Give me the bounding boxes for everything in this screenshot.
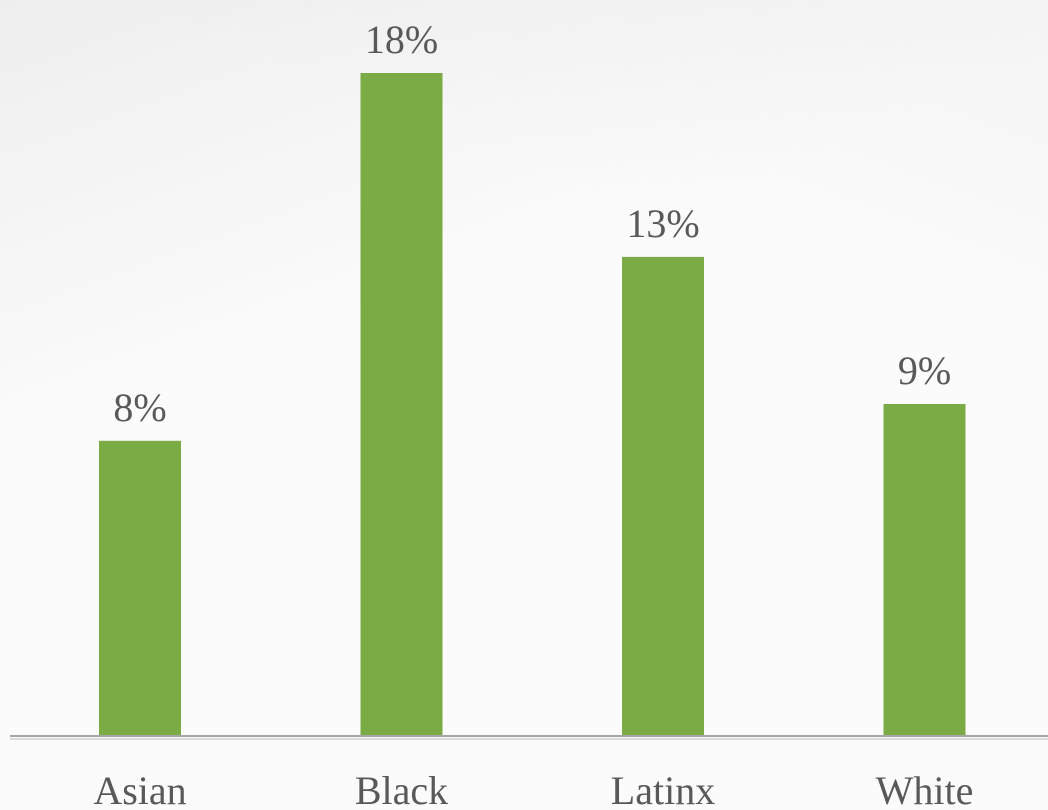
bars-group	[99, 73, 966, 735]
category-labels-group: Asian Black Latinx White	[93, 768, 973, 810]
data-label-black: 18%	[365, 17, 438, 62]
category-label-asian: Asian	[93, 768, 186, 810]
category-label-black: Black	[355, 768, 448, 810]
data-label-latinx: 13%	[626, 201, 699, 246]
category-label-latinx: Latinx	[611, 768, 715, 810]
value-labels-group: 8% 18% 13% 9%	[113, 17, 951, 430]
bar-black	[360, 73, 443, 735]
category-label-white: White	[876, 768, 974, 810]
bar-latinx	[622, 256, 704, 735]
bar-asian	[99, 440, 181, 735]
bar-white	[883, 404, 966, 735]
data-label-white: 9%	[898, 348, 951, 393]
data-label-asian: 8%	[113, 385, 166, 430]
